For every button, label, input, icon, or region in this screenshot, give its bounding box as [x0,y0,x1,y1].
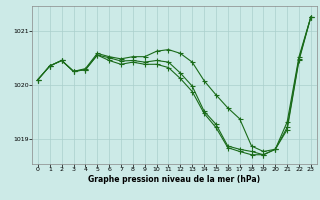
X-axis label: Graphe pression niveau de la mer (hPa): Graphe pression niveau de la mer (hPa) [88,175,260,184]
